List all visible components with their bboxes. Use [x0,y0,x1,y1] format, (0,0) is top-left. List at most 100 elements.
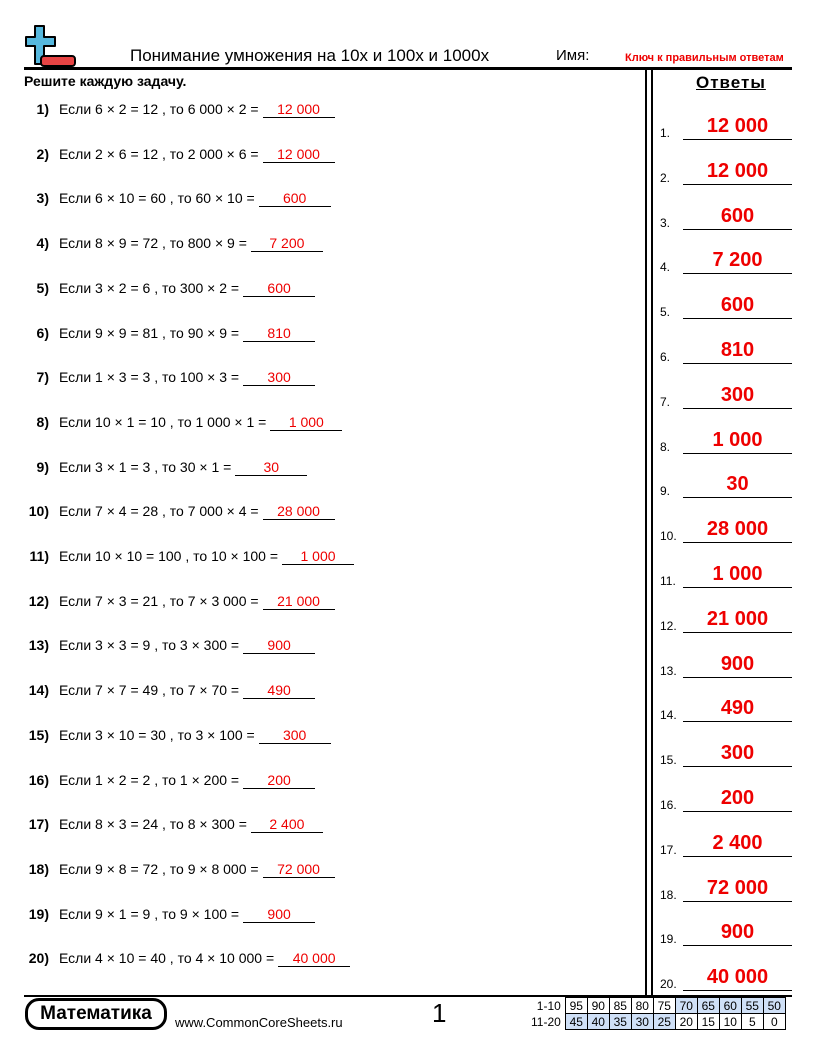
answer-row: 17. 2 400 [660,830,792,857]
problem-row: 2) Если 2 × 6 = 12 , то 2 000 × 6 = 12 000 [24,146,335,163]
problem-row: 13) Если 3 × 3 = 9 , то 3 × 300 = 900 [24,637,316,655]
answer-row: 1. 12 000 [660,113,792,140]
problem-text: Если 8 × 3 = 24 , то 8 × 300 = [59,816,247,833]
problem-number: 11) [29,548,49,564]
answer-row: 10. 28 000 [660,516,792,544]
problem-answer: 2 400 [250,816,323,834]
score-cell: 95 [564,997,588,1014]
problem-text: Если 1 × 2 = 2 , то 1 × 200 = [59,771,240,788]
problem-row: 16) Если 1 × 2 = 2 , то 1 × 200 = 200 [24,771,316,789]
problem-row: 19) Если 9 × 1 = 9 , то 9 × 100 = 900 [24,905,316,923]
score-cell: 50 [762,997,786,1014]
problem-row: 6) Если 9 × 9 = 81 , то 90 × 9 = 810 [24,324,316,342]
problem-number: 19) [28,905,49,922]
brand-badge: Математика [25,998,167,1030]
problem-text: Если 3 × 1 = 3 , то 30 × 1 = [59,458,232,475]
problem-text: Если 1 × 3 = 3 , то 100 × 3 = [59,369,240,386]
problem-answer: 1 000 [282,548,355,565]
answer-number: 2. [660,170,671,185]
answer-row: 6. 810 [660,337,792,364]
answer-number: 9. [660,484,671,499]
problem-answer: 810 [243,325,316,342]
answer-value: 200 [683,785,792,812]
problem-row: 15) Если 3 × 10 = 30 , то 3 × 100 = 300 [24,727,331,744]
score-cell: 30 [630,1013,654,1030]
answer-row: 5. 600 [660,292,792,320]
problem-row: 14) Если 7 × 7 = 49 , то 7 × 70 = 490 [24,682,316,700]
score-cell: 90 [586,997,610,1014]
answer-key-label: Ключ к правильным ответам [625,52,784,64]
answer-row: 20. 40 000 [660,964,792,992]
score-cell: 5 [740,1013,764,1030]
score-row-label: 1-10 [536,998,561,1013]
answer-number: 15. [660,753,677,768]
answer-row: 15. 300 [660,740,792,768]
problem-number: 9) [36,458,49,475]
answer-value: 490 [683,695,792,723]
problem-number: 2) [36,145,49,162]
answer-number: 19. [660,932,677,947]
answer-value: 1 000 [683,561,792,588]
answer-row: 9. 30 [660,471,792,499]
footer-divider [24,995,792,997]
answer-row: 16. 200 [660,785,792,812]
answer-value: 40 000 [683,964,792,992]
problem-answer: 900 [243,637,316,655]
score-cell: 15 [696,1013,720,1030]
problem-number: 18) [28,860,49,877]
problem-text: Если 2 × 6 = 12 , то 2 000 × 6 = [59,145,259,162]
problem-row: 1) Если 6 × 2 = 12 , то 6 000 × 2 = 12 000 [24,101,335,118]
score-row-label: 11-20 [531,1014,561,1029]
problem-text: Если 6 × 10 = 60 , то 60 × 10 = [59,190,255,207]
answer-number: 14. [660,708,677,723]
problem-text: Если 7 × 4 = 28 , то 7 000 × 4 = [59,503,259,520]
problem-text: Если 6 × 2 = 12 , то 6 000 × 2 = [59,101,259,117]
problem-row: 3) Если 6 × 10 = 60 , то 60 × 10 = 600 [24,190,331,208]
score-cell: 25 [652,1013,676,1030]
answer-number: 16. [660,798,677,812]
problem-answer: 40 000 [278,950,351,968]
score-cell: 10 [718,1013,742,1030]
problem-answer: 1 000 [270,414,343,431]
answer-row: 18. 72 000 [660,875,792,902]
problem-answer: 600 [243,280,316,297]
problem-number: 12) [28,592,49,609]
answer-value: 30 [683,471,792,499]
problem-number: 13) [28,637,49,654]
header-divider [24,67,792,70]
score-cell: 65 [696,997,720,1014]
problem-row: 10) Если 7 × 4 = 28 , то 7 000 × 4 = 28 00… [24,503,335,521]
problem-number: 1) [36,101,49,117]
problem-row: 8) Если 10 × 1 = 10 , то 1 000 × 1 = 1 000 [24,414,343,431]
score-table: 1-10 95 90 85 80 75 70 65 60 55 50 11-20 45 40 35 30 25 2… [528,997,786,1030]
problem-text: Если 9 × 8 = 72 , то 9 × 8 000 = [59,860,259,877]
problem-number: 4) [36,235,49,252]
problem-answer: 30 [235,459,308,476]
answer-row: 7. 300 [660,382,792,409]
answer-value: 900 [683,919,792,947]
logo-plus-minus-icon [25,25,76,67]
score-cell: 20 [674,1013,698,1030]
answer-value: 2 400 [683,830,792,857]
score-cell: 80 [630,997,654,1014]
problem-number: 16) [28,771,49,788]
problem-number: 3) [36,190,49,207]
score-cell: 70 [674,997,698,1014]
problem-row: 7) Если 1 × 3 = 3 , то 100 × 3 = 300 [24,369,316,387]
problem-number: 15) [28,726,49,743]
answer-number: 18. [660,887,677,902]
answer-number: 8. [660,439,671,454]
problem-text: Если 9 × 1 = 9 , то 9 × 100 = [59,905,240,922]
answers-heading: Ответы [696,73,766,92]
score-cell: 45 [564,1013,588,1030]
problem-row: 9) Если 3 × 1 = 3 , то 30 × 1 = 30 [24,458,308,476]
problem-number: 14) [28,682,49,699]
problem-answer: 300 [243,369,316,387]
answer-row: 11. 1 000 [660,561,792,588]
problem-number: 6) [36,324,49,341]
answer-row: 8. 1 000 [660,427,792,454]
problem-answer: 21 000 [262,593,335,610]
worksheet-title: Понимание умножения на 10x и 100x и 1000… [130,46,490,65]
score-cell: 55 [740,997,764,1014]
answer-number: 7. [660,394,671,409]
